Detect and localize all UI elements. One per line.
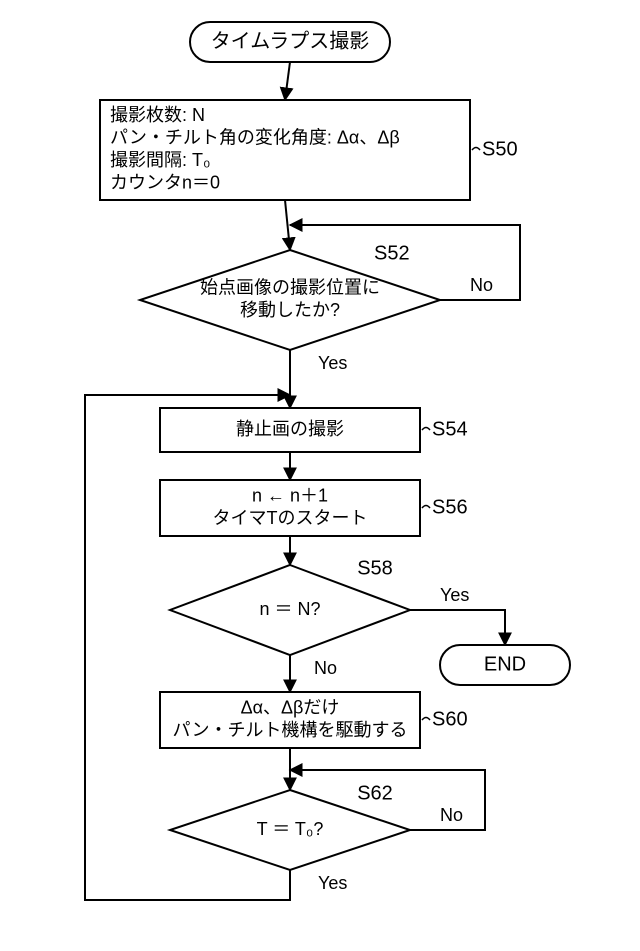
- node-text: n ＝ N?: [259, 599, 320, 619]
- node-text: Δα、Δβだけ: [241, 698, 340, 718]
- branch-label: No: [440, 805, 463, 825]
- node-text: n ← n＋1: [252, 486, 328, 506]
- branch-label: Yes: [318, 353, 347, 373]
- node-text: カウンタn＝0: [110, 173, 220, 193]
- flow-edge: [285, 200, 290, 250]
- node-text: パン・チルト角の変化角度: Δα、Δβ: [110, 128, 400, 148]
- node-text: END: [484, 653, 526, 675]
- node-text: 始点画像の撮影位置に: [200, 278, 380, 298]
- step-label: S52: [374, 242, 410, 264]
- branch-label: No: [470, 275, 493, 295]
- node-text: 静止画の撮影: [236, 419, 344, 439]
- step-label: S60: [432, 708, 468, 730]
- flow-edge: [285, 62, 290, 100]
- step-label: S54: [432, 418, 468, 440]
- branch-label: Yes: [440, 585, 469, 605]
- node-text: タイマTのスタート: [213, 508, 368, 528]
- flow-edge: [410, 610, 505, 645]
- step-label: S50: [482, 138, 518, 160]
- step-label: S56: [432, 496, 468, 518]
- node-text: タイムラプス撮影: [211, 29, 370, 52]
- node-text: 移動したか?: [240, 300, 340, 320]
- node-text: パン・チルト機構を駆動する: [173, 720, 408, 740]
- node-text: T ＝ T₀?: [257, 819, 324, 839]
- step-label: S58: [357, 557, 393, 579]
- step-label: S62: [357, 782, 393, 804]
- branch-label: No: [314, 658, 337, 678]
- node-text: 撮影間隔: T₀: [110, 150, 210, 170]
- node-text: 撮影枚数: N: [110, 105, 205, 125]
- branch-label: Yes: [318, 873, 347, 893]
